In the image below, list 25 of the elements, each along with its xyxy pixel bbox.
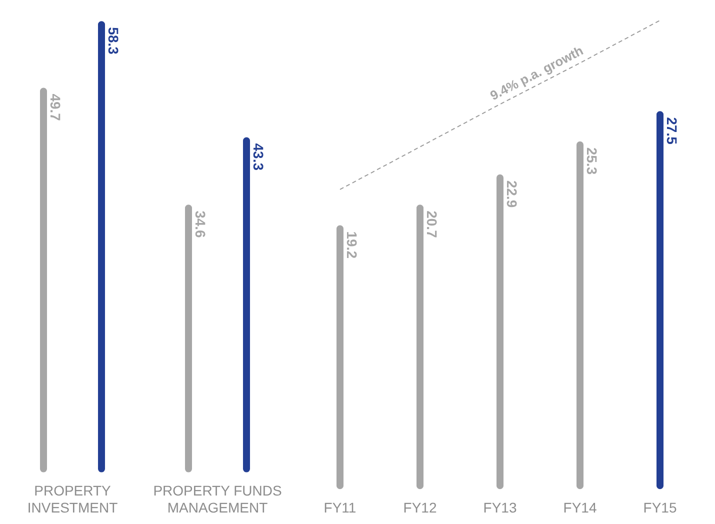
bar	[185, 204, 192, 472]
data-label: 49.7	[48, 94, 64, 122]
bar	[98, 21, 105, 472]
data-label: 19.2	[344, 231, 360, 259]
bar	[576, 141, 584, 490]
x-tick-label: FY11	[324, 499, 356, 516]
x-tick-label: PROPERTY INVESTMENT	[27, 482, 118, 516]
bar	[656, 111, 664, 490]
bar	[243, 137, 250, 472]
data-label: 27.5	[664, 117, 680, 145]
data-label: 43.3	[250, 143, 267, 171]
data-label: 22.9	[504, 180, 520, 208]
data-label: 34.6	[192, 210, 209, 238]
data-label: 25.3	[584, 147, 600, 175]
x-tick-label: FY13	[483, 499, 517, 516]
x-tick-label: FY15	[643, 499, 677, 516]
bar	[336, 225, 344, 490]
bar	[40, 88, 47, 472]
x-tick-label: FY12	[403, 499, 437, 516]
x-tick-label: FY14	[563, 499, 597, 516]
x-tick-label: PROPERTY FUNDS MANAGEMENT	[153, 482, 282, 516]
data-label: 20.7	[424, 210, 440, 238]
bar	[416, 204, 424, 490]
data-label: 58.3	[106, 27, 122, 55]
bar	[496, 174, 504, 490]
